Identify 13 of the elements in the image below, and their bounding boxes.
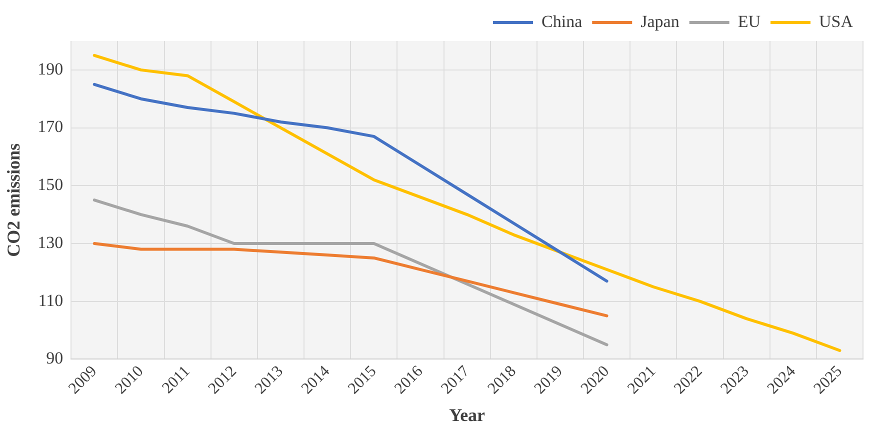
legend-label: USA [818, 12, 854, 31]
y-axis-title: CO2 emissions [3, 143, 24, 257]
legend-label: Japan [640, 12, 680, 31]
x-tick-label: 2011 [159, 362, 194, 397]
legend-label: China [542, 12, 583, 31]
y-tick-label: 170 [38, 117, 64, 136]
y-tick-label: 110 [38, 290, 64, 310]
y-tick-label: 130 [38, 232, 64, 252]
y-tick-label: 90 [46, 348, 64, 368]
x-axis-title: Year [449, 404, 486, 425]
legend-label: EU [738, 12, 760, 31]
y-tick-label: 190 [38, 59, 64, 78]
y-tick-label: 150 [38, 175, 64, 194]
